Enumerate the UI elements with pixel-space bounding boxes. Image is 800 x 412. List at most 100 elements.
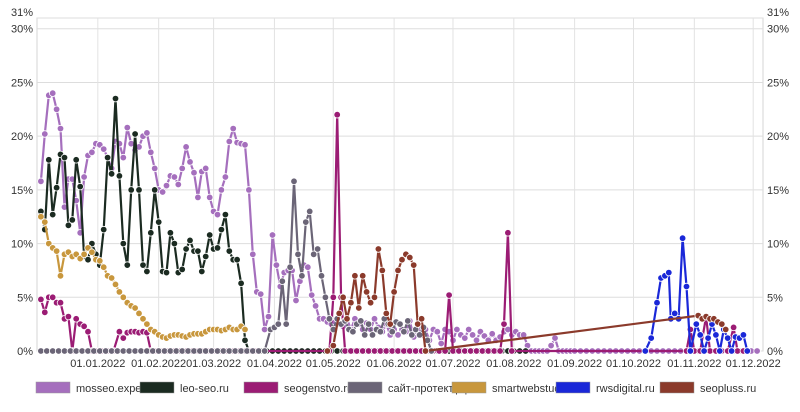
data-point[interactable] (80, 173, 88, 181)
data-point[interactable] (388, 328, 396, 336)
data-point[interactable] (237, 279, 245, 287)
data-point[interactable] (468, 331, 477, 339)
data-point[interactable] (88, 148, 96, 156)
data-point[interactable] (131, 304, 139, 312)
data-point[interactable] (205, 231, 214, 239)
data-point[interactable] (49, 89, 57, 97)
data-point[interactable] (290, 177, 298, 185)
data-point[interactable] (45, 156, 53, 164)
data-point[interactable] (329, 293, 337, 301)
data-point[interactable] (257, 290, 265, 298)
data-point[interactable] (504, 229, 512, 237)
data-point[interactable] (123, 261, 131, 269)
data-point[interactable] (119, 239, 127, 248)
data-point[interactable] (313, 245, 322, 253)
data-point[interactable] (139, 315, 147, 323)
data-point[interactable] (417, 315, 426, 323)
data-point[interactable] (325, 315, 334, 323)
data-point[interactable] (404, 317, 412, 325)
data-point[interactable] (99, 225, 108, 234)
data-point[interactable] (361, 331, 369, 339)
data-point[interactable] (162, 268, 171, 277)
data-point[interactable] (700, 347, 708, 355)
data-point[interactable] (56, 299, 65, 307)
data-point[interactable] (201, 252, 210, 261)
data-point[interactable] (472, 336, 481, 344)
data-point[interactable] (298, 272, 306, 280)
data-point[interactable] (335, 309, 343, 318)
data-point[interactable] (264, 312, 273, 321)
data-point[interactable] (84, 328, 92, 336)
data-point[interactable] (107, 274, 116, 282)
data-point[interactable] (398, 256, 406, 264)
data-point[interactable] (366, 299, 375, 307)
data-point[interactable] (56, 272, 65, 280)
data-point[interactable] (421, 347, 430, 355)
data-point[interactable] (415, 331, 424, 339)
data-point[interactable] (641, 347, 649, 355)
data-point[interactable] (147, 148, 155, 156)
data-point[interactable] (49, 210, 57, 219)
data-point[interactable] (52, 105, 61, 113)
data-point[interactable] (111, 94, 120, 103)
data-point[interactable] (729, 323, 738, 332)
data-point[interactable] (213, 210, 222, 219)
data-point[interactable] (274, 320, 282, 328)
data-point[interactable] (52, 183, 61, 192)
legend-item[interactable]: seogenstvo.ru (243, 381, 353, 395)
data-point[interactable] (68, 216, 76, 224)
legend-item[interactable]: rwsdigital.ru (555, 381, 655, 395)
data-point[interactable] (653, 299, 661, 307)
data-point[interactable] (727, 347, 736, 355)
data-point[interactable] (722, 325, 730, 334)
data-point[interactable] (217, 225, 226, 234)
data-point[interactable] (260, 347, 269, 355)
data-point[interactable] (241, 141, 249, 149)
data-point[interactable] (72, 156, 80, 164)
data-point[interactable] (154, 218, 163, 226)
data-point[interactable] (500, 320, 508, 328)
data-point[interactable] (671, 309, 679, 318)
data-point[interactable] (347, 299, 355, 307)
data-point[interactable] (368, 331, 377, 339)
data-point[interactable] (370, 315, 379, 323)
data-point[interactable] (294, 250, 302, 258)
data-point[interactable] (76, 182, 84, 191)
data-point[interactable] (213, 244, 222, 252)
data-point[interactable] (394, 331, 402, 339)
data-point[interactable] (84, 256, 92, 264)
data-point[interactable] (351, 272, 359, 280)
data-point[interactable] (119, 293, 127, 301)
data-point[interactable] (115, 172, 124, 180)
data-point[interactable] (414, 320, 422, 328)
data-point[interactable] (374, 245, 383, 253)
data-point[interactable] (378, 266, 386, 275)
data-point[interactable] (217, 186, 226, 194)
data-point[interactable] (99, 263, 108, 271)
data-point[interactable] (686, 347, 695, 355)
data-point[interactable] (286, 263, 294, 271)
data-point[interactable] (696, 331, 704, 339)
data-point[interactable] (64, 221, 73, 229)
data-point[interactable] (174, 180, 182, 189)
data-point[interactable] (386, 320, 394, 328)
data-point[interactable] (201, 164, 210, 173)
data-point[interactable] (139, 261, 147, 269)
data-point[interactable] (390, 288, 398, 296)
data-point[interactable] (123, 123, 131, 132)
data-point[interactable] (433, 328, 441, 336)
data-point[interactable] (304, 263, 312, 271)
data-point[interactable] (88, 248, 96, 256)
data-point[interactable] (682, 282, 691, 291)
data-point[interactable] (241, 325, 249, 334)
data-point[interactable] (170, 239, 179, 248)
data-point[interactable] (135, 186, 143, 194)
data-point[interactable] (225, 247, 233, 255)
data-point[interactable] (147, 229, 155, 237)
data-point[interactable] (445, 291, 453, 299)
data-point[interactable] (306, 207, 314, 216)
data-point[interactable] (186, 158, 194, 166)
legend-item[interactable]: leo-seo.ru (139, 381, 229, 395)
data-point[interactable] (712, 331, 720, 339)
data-point[interactable] (182, 143, 190, 151)
